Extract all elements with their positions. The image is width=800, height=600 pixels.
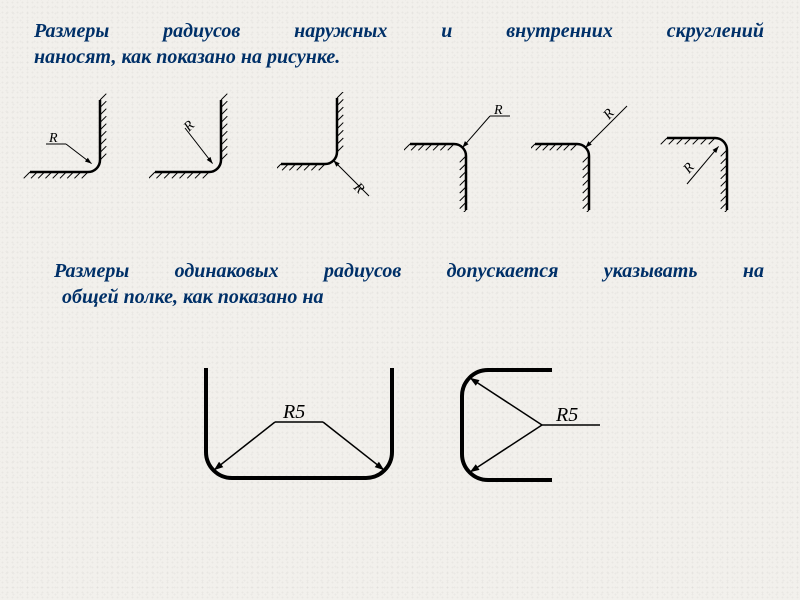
diagram-3: R [277,92,400,222]
diagram-6: R [659,92,782,222]
diagram-1: R [22,92,145,222]
diagram-4: R [404,92,527,222]
svg-text:R: R [181,118,199,136]
diagram-row-1: R R R R R R [22,92,782,222]
paragraph-2: Размерыодинаковыхрадиусовдопускаетсяуказ… [34,258,764,310]
diagram-5: R [531,92,654,222]
paragraph-1: Размерырадиусовнаружныхивнутреннихскругл… [34,18,764,70]
svg-text:R: R [600,106,618,123]
svg-text:R: R [493,103,503,118]
paragraph-2-line-1: Размерыодинаковыхрадиусовдопускаетсяуказ… [34,258,764,284]
diagram-2: R [149,92,272,222]
paragraph-1-line-2: наносят, как показано на рисунке. [34,44,764,70]
diagram-big-1: R5 [174,350,424,500]
svg-text:R: R [48,131,58,146]
svg-text:R5: R5 [282,401,305,423]
diagram-row-2: R5 R5 [174,350,674,500]
paragraph-1-line-1: Размерырадиусовнаружныхивнутреннихскругл… [34,18,764,44]
diagram-big-2: R5 [434,350,644,500]
svg-text:R: R [349,180,367,198]
paragraph-2-line-2: общей полке, как показано на [34,284,764,310]
svg-text:R5: R5 [555,404,578,426]
